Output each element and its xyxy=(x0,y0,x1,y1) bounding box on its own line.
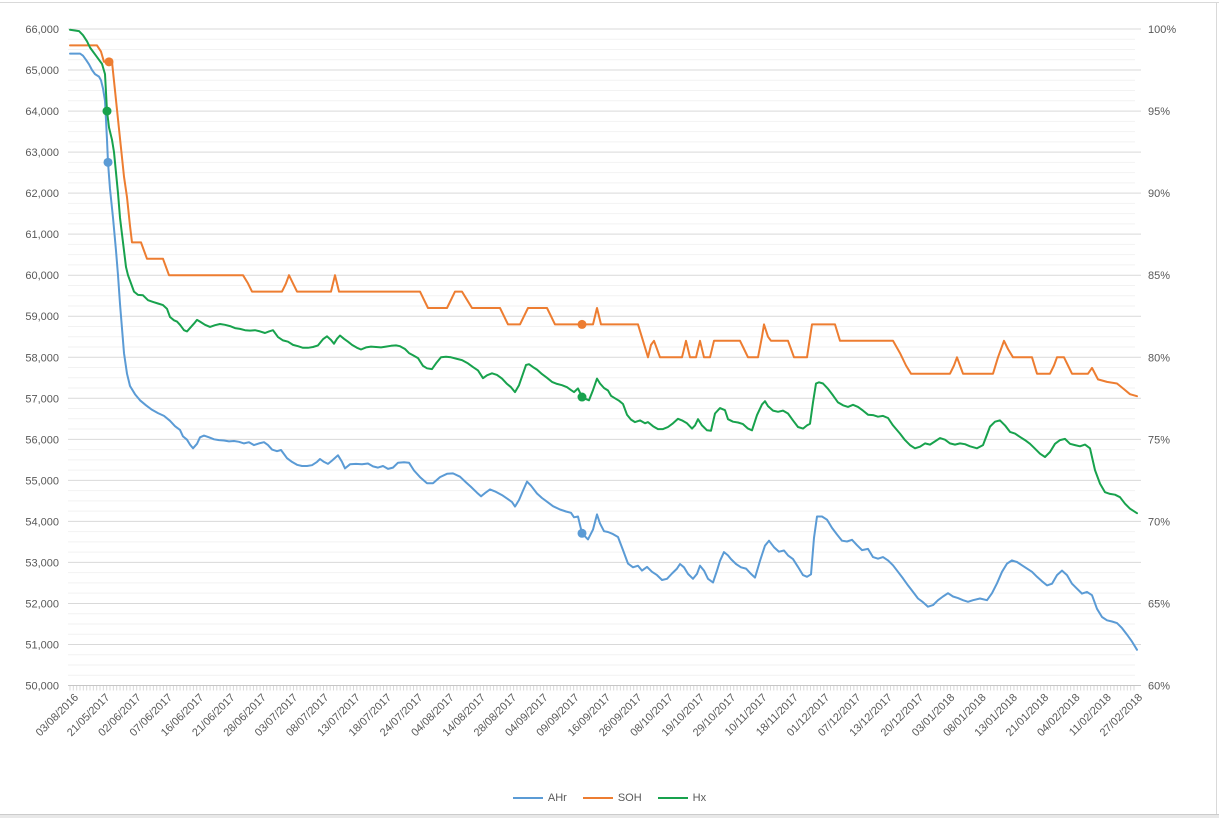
legend-swatch-soh xyxy=(582,797,613,799)
y-axis-right-tick-label: 75% xyxy=(1148,434,1170,446)
y-axis-left-tick-label: 62,000 xyxy=(25,188,59,200)
y-axis-left-tick-label: 58,000 xyxy=(25,352,59,364)
y-axis-right-labels: 60% 65% 70% 75% 80% 85% 90% 95% 100% xyxy=(1148,24,1176,693)
major-gridlines xyxy=(68,28,1141,686)
y-axis-left-labels: 50,000 51,000 52,000 53,000 54,000 55,000 56,0… xyxy=(25,24,59,693)
data-point-marker-ahr[interactable] xyxy=(577,528,587,538)
chart-legend: AHr SOH Hx xyxy=(0,789,1219,807)
data-point-marker-soh[interactable] xyxy=(577,319,587,329)
y-axis-right-tick-label: 70% xyxy=(1148,516,1170,528)
y-axis-right-tick-label: 90% xyxy=(1148,188,1170,200)
y-axis-left-tick-label: 60,000 xyxy=(25,270,59,282)
y-axis-left-tick-label: 56,000 xyxy=(25,434,59,446)
chart-frame-top-border xyxy=(0,2,1219,3)
legend-label-ahr: AHr xyxy=(547,791,567,804)
y-axis-left-tick-label: 50,000 xyxy=(25,681,59,693)
legend-swatch-ahr xyxy=(512,797,543,799)
y-axis-left-tick-label: 55,000 xyxy=(25,475,59,487)
y-axis-left-tick-label: 64,000 xyxy=(25,106,59,118)
series-line-hx[interactable] xyxy=(69,28,1138,515)
data-point-marker-hx[interactable] xyxy=(577,392,587,402)
series-markers xyxy=(102,57,587,538)
legend-item-soh[interactable]: SOH xyxy=(582,791,642,804)
data-point-marker-soh[interactable] xyxy=(104,57,114,67)
series-lines xyxy=(69,28,1138,651)
y-axis-left-tick-label: 63,000 xyxy=(25,147,59,159)
y-axis-right-tick-label: 100% xyxy=(1148,24,1176,36)
series-line-ahr[interactable] xyxy=(69,52,1138,651)
x-axis xyxy=(69,686,1135,691)
y-axis-left-tick-label: 66,000 xyxy=(25,24,59,36)
y-axis-left-tick-label: 54,000 xyxy=(25,516,59,528)
legend-item-ahr[interactable]: AHr xyxy=(512,791,567,804)
x-axis-labels: 03/08/201621/05/201702/06/201707/06/2017… xyxy=(34,692,1145,739)
data-point-marker-hx[interactable] xyxy=(102,106,112,116)
legend-swatch-hx xyxy=(657,797,688,799)
legend-label-hx: Hx xyxy=(692,791,707,804)
y-axis-left-tick-label: 59,000 xyxy=(25,311,59,323)
y-axis-right-tick-label: 80% xyxy=(1148,352,1170,364)
legend-item-hx[interactable]: Hx xyxy=(657,791,707,804)
y-axis-left-tick-label: 57,000 xyxy=(25,393,59,405)
series-line-soh[interactable] xyxy=(69,44,1138,398)
y-axis-left-tick-label: 65,000 xyxy=(25,65,59,77)
y-axis-right-tick-label: 60% xyxy=(1148,681,1170,693)
y-axis-left-tick-label: 52,000 xyxy=(25,598,59,610)
y-axis-left-tick-label: 61,000 xyxy=(25,229,59,241)
y-axis-left-tick-label: 51,000 xyxy=(25,639,59,651)
y-axis-right-tick-label: 95% xyxy=(1148,106,1170,118)
window-bottom-strip xyxy=(0,814,1219,818)
minor-gridlines xyxy=(68,38,1135,676)
y-axis-right-tick-label: 65% xyxy=(1148,598,1170,610)
data-point-marker-ahr[interactable] xyxy=(103,157,113,167)
chart-frame-right-border xyxy=(1216,2,1217,814)
legend-label-soh: SOH xyxy=(617,791,642,804)
y-axis-left-tick-label: 53,000 xyxy=(25,557,59,569)
y-axis-right-tick-label: 85% xyxy=(1148,270,1170,282)
